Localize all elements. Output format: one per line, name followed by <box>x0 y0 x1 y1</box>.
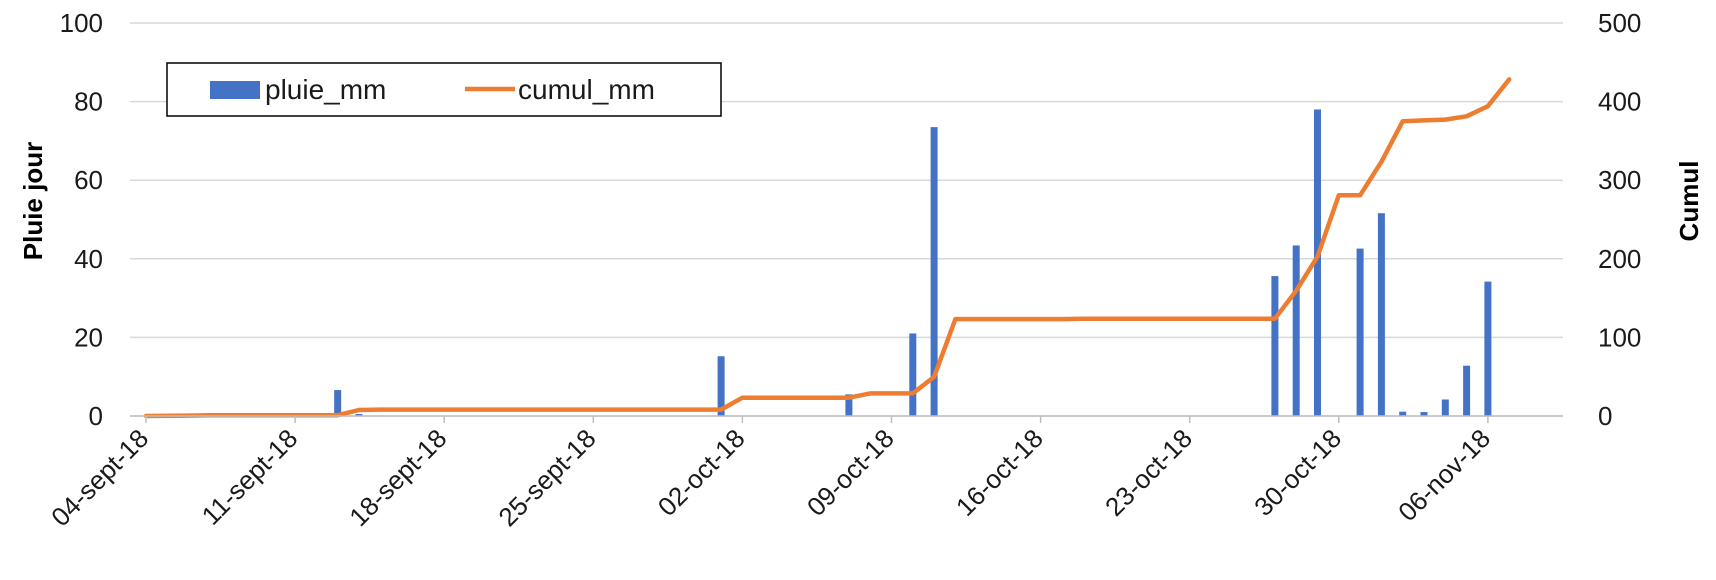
x-tick-label: 04-sept-18 <box>45 423 154 532</box>
rain-bar <box>1314 109 1321 417</box>
left-tick-label: 80 <box>74 87 103 117</box>
x-tick-label: 18-sept-18 <box>343 423 452 532</box>
right-axis-title: Cumul <box>1674 161 1704 242</box>
left-axis-ticks: 0 20 40 60 80 100 <box>60 8 103 431</box>
right-tick-label: 400 <box>1598 87 1641 117</box>
right-axis-ticks: 0 100 200 300 400 500 <box>1598 8 1641 431</box>
rain-bars <box>334 109 1492 417</box>
legend-label-cumul: cumul_mm <box>518 74 655 105</box>
left-axis-title: Pluie jour <box>18 142 48 260</box>
x-tick-label: 16-oct-18 <box>950 423 1049 522</box>
axes <box>130 415 1563 423</box>
x-tick-label: 23-oct-18 <box>1099 423 1198 522</box>
x-tick-label: 11-sept-18 <box>196 423 304 531</box>
x-tick-label: 30-oct-18 <box>1248 423 1347 522</box>
cumulative-line <box>143 77 1512 419</box>
x-axis-ticks: 04-sept-18 11-sept-18 18-sept-18 25-sept-18… <box>45 423 1496 532</box>
legend: pluie_mm cumul_mm <box>166 62 722 117</box>
x-tick-label: 25-sept-18 <box>492 423 601 532</box>
cumul-line <box>143 77 1512 419</box>
rain-bar <box>845 394 853 416</box>
rain-bar <box>909 333 917 416</box>
rain-bar <box>1271 276 1279 416</box>
rain-bar <box>1399 411 1407 416</box>
rain-bar <box>1356 248 1364 416</box>
x-tick-label: 06-nov-18 <box>1392 423 1496 527</box>
rain-bar <box>1484 281 1492 416</box>
left-tick-label: 100 <box>60 8 103 38</box>
x-tick-label: 02-oct-18 <box>652 423 751 522</box>
rain-bar <box>717 356 725 416</box>
rain-bar <box>930 127 938 417</box>
x-tick-label: 09-oct-18 <box>801 423 900 522</box>
left-tick-label: 60 <box>74 165 103 195</box>
right-tick-label: 200 <box>1598 244 1641 274</box>
rain-bar <box>1441 399 1449 416</box>
right-tick-label: 300 <box>1598 165 1641 195</box>
rain-bar <box>1463 365 1471 416</box>
left-tick-label: 0 <box>89 401 103 431</box>
legend-swatch-pluie <box>210 81 260 99</box>
rain-bar <box>355 414 363 416</box>
right-tick-label: 100 <box>1598 322 1641 352</box>
left-tick-label: 20 <box>74 322 103 352</box>
right-tick-label: 0 <box>1598 401 1612 431</box>
rain-bar <box>1377 213 1385 416</box>
left-tick-label: 40 <box>74 244 103 274</box>
rain-bar <box>334 390 342 416</box>
right-tick-label: 500 <box>1598 8 1641 38</box>
rain-bar <box>1420 412 1428 416</box>
legend-label-pluie: pluie_mm <box>265 74 386 105</box>
rain-bar <box>1292 245 1300 416</box>
